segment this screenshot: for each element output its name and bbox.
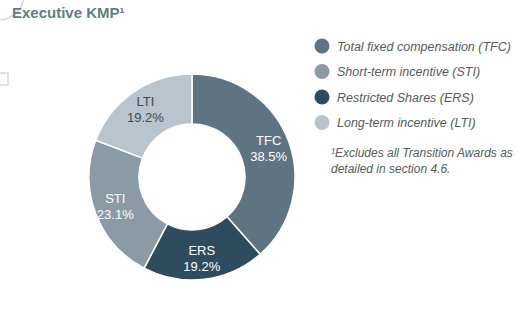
slice-category: ERS <box>188 243 215 258</box>
slices <box>89 74 295 280</box>
slice-category: LTI <box>137 94 155 109</box>
slice <box>89 140 167 268</box>
decor-box <box>0 73 8 85</box>
slice-value: 23.1% <box>97 207 134 222</box>
legend-swatch <box>315 39 330 54</box>
legend-swatch <box>315 64 330 79</box>
footnote: ¹Excludes all Transition Awards as detai… <box>331 145 516 177</box>
legend-label: Short-term incentive (STI) <box>337 65 480 79</box>
legend-swatch <box>315 115 330 130</box>
slice-labels: TFC38.5%ERS19.2%STI23.1%LTI19.2% <box>97 94 288 274</box>
legend-label: Long-term incentive (LTI) <box>337 116 476 130</box>
slice-value: 19.2% <box>183 259 220 274</box>
legend-label: Total fixed compensation (TFC) <box>337 40 511 54</box>
slice-value: 19.2% <box>127 110 164 125</box>
slice-category: TFC <box>256 133 281 148</box>
slice-category: STI <box>105 191 125 206</box>
legend-swatch <box>315 90 330 105</box>
title: Executive KMP¹ <box>12 4 125 21</box>
legend-label: Restricted Shares (ERS) <box>337 91 474 105</box>
legend: Total fixed compensation (TFC) Short-term… <box>315 39 511 131</box>
slice-value: 38.5% <box>250 149 287 164</box>
slice <box>96 74 192 158</box>
